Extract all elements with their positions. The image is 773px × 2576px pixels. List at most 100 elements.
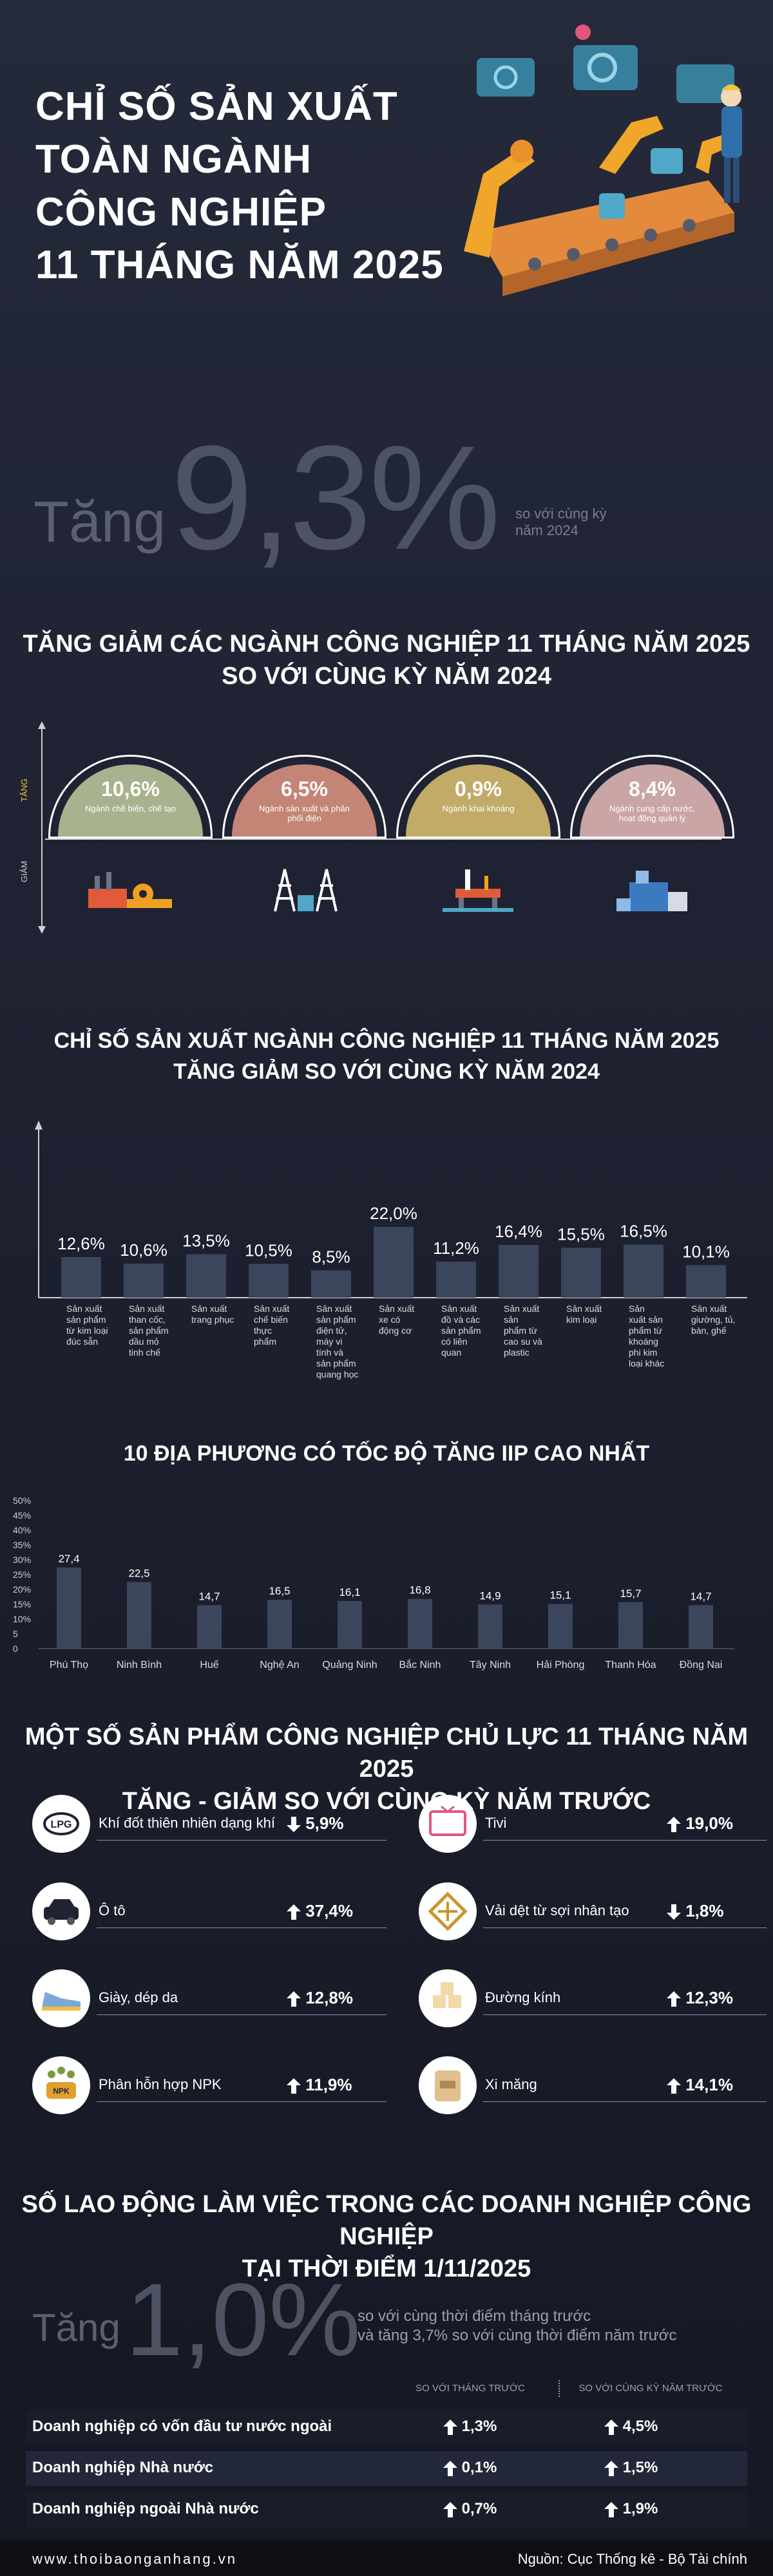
sector-card: 8,4% Ngành cung cấp nước, hoạt động quản … [570,755,734,838]
product-change-value: 5,9% [301,1814,344,1833]
chart1-bar [186,1254,226,1298]
product-change: 19,0% [667,1814,733,1833]
hero-title-line: CÔNG NGHIỆP [35,190,327,234]
chart1-category-label: tinh chế [129,1347,160,1358]
labor-row-vs-year: 4,5% [604,2418,658,2436]
chart1-category-label: đúc sẵn [66,1336,98,1347]
sector-value: 10,6% [101,777,160,800]
chart1-category-label: phẩm từ [504,1325,537,1336]
chart2-value-label: 14,7 [198,1590,220,1602]
chart1-category-label: Sản xuất [504,1303,539,1314]
sectors-title-line: SO VỚI CÙNG KỲ NĂM 2024 [222,663,551,690]
chart1-category-label: Sản xuất [254,1303,289,1314]
chart1-category-label: Sản xuất [566,1303,602,1314]
product-change: 12,3% [667,1988,733,2008]
chart1-category-label: trang phục [191,1314,234,1325]
chart2-bar [478,1604,502,1649]
hero-title-line: 11 THÁNG NĂM 2025 [35,243,444,287]
product-change: 12,8% [287,1988,353,2008]
arrow-down-icon [287,1817,301,1833]
shoe-icon [32,1969,90,2027]
chart2-y-tick-label: 45% [13,1510,31,1520]
sector-card: 0,9% Ngành khai khoáng [396,755,560,838]
chart1-title: CHỈ SỐ SẢN XUẤT NGÀNH CÔNG NGHIỆP 11 THÁ… [0,1025,773,1087]
labor-row-value: 4,5% [618,2418,658,2435]
chart1-title-line: CHỈ SỐ SẢN XUẤT NGÀNH CÔNG NGHIỆP 11 THÁ… [53,1028,720,1053]
sector-card: 6,5% Ngành sản xuất và phân phối điện [222,755,386,838]
product-name: Ô tô [99,1902,126,1918]
arrow-down-icon [667,1904,681,1920]
chart1-category-label: Sản [629,1303,645,1314]
labor-row-value: 0,7% [457,2500,497,2517]
chart2-category-label: Huế [200,1660,218,1671]
labor-row-vs-year: 1,5% [604,2459,658,2477]
chart1-category-label: kim loại [566,1314,596,1325]
chart2-y-tick-label: 50% [13,1495,31,1506]
chart2-value-label: 22,5 [128,1567,149,1580]
chart2-bar [548,1604,573,1649]
chart1-category-label: loại khác [629,1358,664,1368]
chart1-category-label: phẩm [254,1336,276,1347]
factory-icon [88,872,172,908]
labor-increase-word: Tăng [32,2306,120,2349]
tv-icon [419,1795,477,1853]
chart2-y-tick-label: 25% [13,1569,31,1580]
sector-baseline [45,838,721,840]
chart1-category-label: dầu mỏ [129,1336,159,1347]
labor-note-line: so với cùng thời điểm tháng trước [358,2307,591,2325]
chart2-category-label: Bắc Ninh [399,1658,441,1671]
chart1-category-label: Sản xuất [66,1303,102,1314]
chart2-category-label: Phú Thọ [50,1660,88,1671]
product-change-value: 12,8% [301,1988,353,2007]
chart1-category-label: cao su và [504,1336,542,1347]
chart2-y-tick-label: 20% [13,1584,31,1595]
labor-row [26,2451,747,2486]
labor-row-name: Doanh nghiệp ngoài Nhà nước [32,2500,259,2517]
sector-value: 0,9% [455,777,502,800]
labor-row [26,2410,747,2445]
sector-label: Ngành khai khoáng [442,804,515,813]
labor-row-value: 1,9% [618,2500,658,2517]
arrow-up-icon [667,2078,681,2094]
product-divider [483,1927,767,1928]
chart1-bar [61,1257,101,1298]
product-name: Khí đốt thiên nhiên dạng khí [99,1815,275,1831]
chart2-value-label: 14,9 [479,1589,501,1602]
chart1-value-label: 10,1% [682,1242,730,1262]
arrow-up-icon [604,2501,618,2517]
product-change: 1,8% [667,1901,724,1921]
footer-site[interactable]: www.thoibaonganhang.vn [32,2551,237,2567]
product-change-value: 37,4% [301,1901,353,1920]
chart1-y-axis-arrow [35,1121,43,1130]
product-divider [97,1927,386,1928]
chart2-y-tick-label: 40% [13,1525,31,1535]
chart2-category-label: Tây Ninh [470,1660,511,1671]
product-name: Vải dệt từ sợi nhân tạo [485,1902,629,1918]
arrow-up-icon [287,2078,301,2094]
chart2-value-label: 27,4 [58,1553,79,1565]
increase-value: 9,3% [171,415,501,580]
chart1-value-label: 11,2% [433,1238,479,1258]
chart2-category-label: Nghệ An [260,1660,299,1671]
product-name: Tivi [485,1815,507,1831]
chart1-category-label: Sản xuất [191,1303,227,1314]
product-name: Phân hỗn hợp NPK [99,2076,222,2092]
chart1-value-label: 22,0% [370,1204,417,1223]
footer: www.thoibaonganhang.vn Nguồn: Cục Thống … [0,2541,773,2576]
sector-card-fill: 8,4% Ngành cung cấp nước, hoạt động quản … [580,764,725,837]
product-divider [97,2014,386,2015]
chart2-bar [197,1605,222,1649]
labor-row [26,2492,747,2527]
chart1-category-label: bàn, ghế [691,1325,727,1336]
chart1-category-label: sản phẩm [316,1314,356,1325]
hero-title-line: TOÀN NGÀNH [35,137,312,182]
chart1-category-label: tính và [316,1347,343,1358]
chart2-category-label: Ninh Bình [117,1660,162,1671]
chart2-y-tick-label: 10% [13,1614,31,1624]
product-name: Xi măng [485,2076,537,2092]
arrow-up-icon [667,1991,681,2007]
product-change-value: 1,8% [681,1901,724,1920]
product-change-value: 14,1% [681,2075,733,2094]
chart2-bar [57,1567,81,1649]
labor-col-2: SO VỚI CÙNG KỲ NĂM TRƯỚC [578,2383,723,2394]
